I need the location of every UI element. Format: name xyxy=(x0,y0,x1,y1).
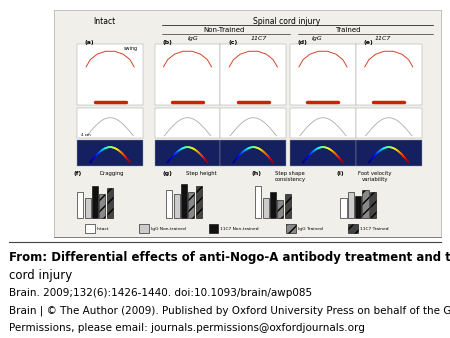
Bar xyxy=(220,140,286,166)
Bar xyxy=(348,224,358,233)
Bar xyxy=(77,107,143,138)
Text: Spinal cord injury: Spinal cord injury xyxy=(252,17,320,26)
Bar xyxy=(263,198,269,218)
Text: cord injury: cord injury xyxy=(9,269,72,282)
Bar xyxy=(166,190,172,218)
Bar xyxy=(155,44,220,105)
Bar xyxy=(340,198,346,218)
Bar xyxy=(348,192,354,218)
Bar xyxy=(139,224,149,233)
Bar xyxy=(85,224,94,233)
Text: (h): (h) xyxy=(252,171,261,176)
Bar xyxy=(356,140,422,166)
Bar xyxy=(174,194,180,218)
Text: Step shape
consistency: Step shape consistency xyxy=(274,171,306,182)
Text: IgG: IgG xyxy=(312,36,323,41)
Text: Step height: Step height xyxy=(186,171,216,176)
Bar xyxy=(99,194,105,218)
Bar xyxy=(290,107,356,138)
Bar xyxy=(181,184,187,218)
Text: 11C7 Trained: 11C7 Trained xyxy=(360,227,388,231)
Text: IgG: IgG xyxy=(188,36,199,41)
Bar xyxy=(107,188,113,218)
Bar xyxy=(220,44,286,105)
Bar xyxy=(277,200,284,218)
Bar xyxy=(188,192,194,218)
Text: IgG Trained: IgG Trained xyxy=(298,227,323,231)
Bar xyxy=(77,192,83,218)
Text: (e): (e) xyxy=(364,40,374,45)
Text: (f): (f) xyxy=(73,171,81,176)
Text: (b): (b) xyxy=(162,40,172,45)
Bar xyxy=(209,224,219,233)
Text: (g): (g) xyxy=(162,171,172,176)
Bar xyxy=(77,140,143,166)
Bar xyxy=(290,140,356,166)
Text: swing: swing xyxy=(124,46,138,51)
Text: 11C7: 11C7 xyxy=(251,36,267,41)
Bar xyxy=(370,192,376,218)
Bar xyxy=(155,107,220,138)
Bar xyxy=(77,44,143,105)
Text: (d): (d) xyxy=(298,40,308,45)
Bar xyxy=(92,186,98,218)
Bar xyxy=(270,192,276,218)
Text: Foot velocity
variability: Foot velocity variability xyxy=(359,171,392,182)
Text: From: Differential effects of anti-Nogo-A antibody treatment and treadmill train: From: Differential effects of anti-Nogo-… xyxy=(9,251,450,264)
Bar xyxy=(196,186,202,218)
Bar xyxy=(290,44,356,105)
Bar xyxy=(362,190,369,218)
Text: Dragging: Dragging xyxy=(100,171,124,176)
Bar xyxy=(355,196,361,218)
Text: 11C7 Non-trained: 11C7 Non-trained xyxy=(220,227,259,231)
Text: Non-Trained: Non-Trained xyxy=(203,27,245,33)
Text: (i): (i) xyxy=(337,171,344,176)
Text: Permissions, please email: journals.permissions@oxfordjournals.org: Permissions, please email: journals.perm… xyxy=(9,323,365,333)
Bar xyxy=(356,44,422,105)
Text: Intact: Intact xyxy=(97,227,109,231)
Text: 4 cm: 4 cm xyxy=(81,133,91,137)
Text: Brain | © The Author (2009). Published by Oxford University Press on behalf of t: Brain | © The Author (2009). Published b… xyxy=(9,305,450,316)
Bar xyxy=(356,107,422,138)
Bar xyxy=(286,224,296,233)
Bar xyxy=(220,107,286,138)
Text: (c): (c) xyxy=(228,40,238,45)
Text: IgG Non-trained: IgG Non-trained xyxy=(151,227,185,231)
Text: 11C7: 11C7 xyxy=(375,36,391,41)
Bar xyxy=(85,198,91,218)
Text: Intact: Intact xyxy=(93,17,116,26)
Text: (a): (a) xyxy=(85,40,94,45)
Bar xyxy=(155,140,220,166)
Text: Trained: Trained xyxy=(335,27,361,33)
Bar xyxy=(255,186,261,218)
Text: Brain. 2009;132(6):1426-1440. doi:10.1093/brain/awp085: Brain. 2009;132(6):1426-1440. doi:10.109… xyxy=(9,288,312,298)
Bar xyxy=(285,194,291,218)
